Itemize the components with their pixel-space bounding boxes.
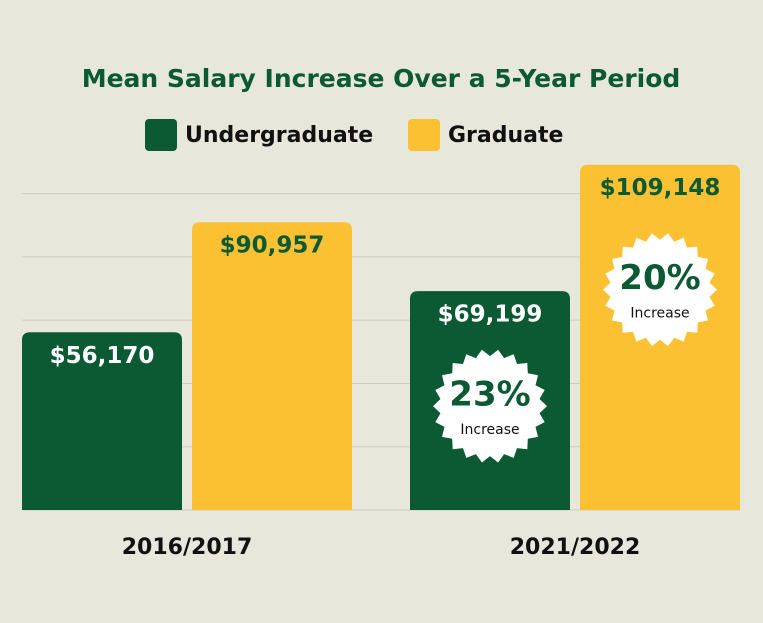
legend-swatch xyxy=(408,119,440,151)
value-label: $109,148 xyxy=(600,175,721,201)
legend-swatch xyxy=(145,119,177,151)
x-tick-label: 2021/2022 xyxy=(510,535,641,560)
value-label: $90,957 xyxy=(220,233,325,259)
chart-title: Mean Salary Increase Over a 5-Year Perio… xyxy=(82,64,681,93)
badge-value: 20% xyxy=(619,258,700,298)
x-tick-label: 2016/2017 xyxy=(122,535,253,560)
badge-value: 23% xyxy=(449,375,530,415)
badge xyxy=(603,233,717,347)
legend-label: Undergraduate xyxy=(185,123,373,148)
legend-label: Graduate xyxy=(448,123,563,148)
bar xyxy=(192,222,352,511)
bar xyxy=(22,332,182,510)
value-label: $56,170 xyxy=(50,343,155,369)
badge-caption: Increase xyxy=(460,422,519,438)
badge-caption: Increase xyxy=(630,306,689,322)
badge xyxy=(433,349,547,463)
value-label: $69,199 xyxy=(438,302,543,328)
